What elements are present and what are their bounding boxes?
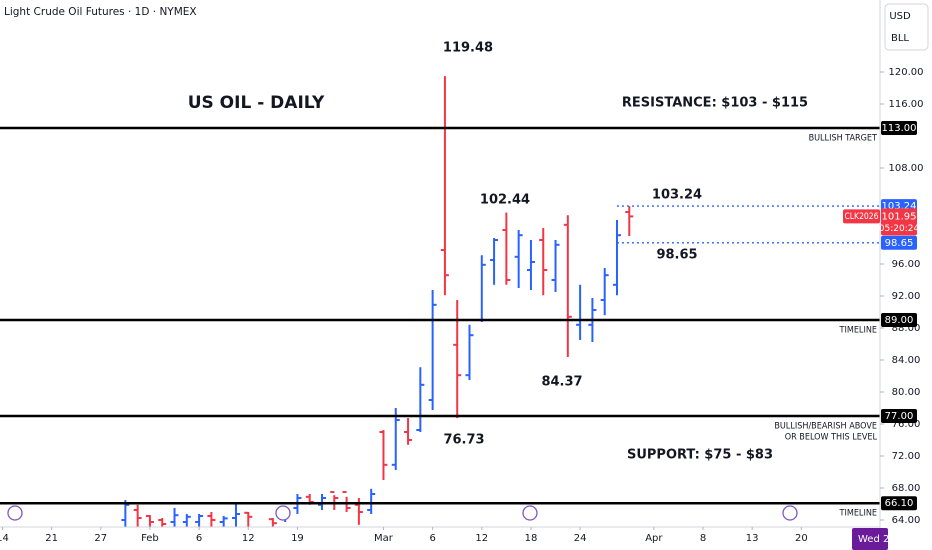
annotations: US OIL - DAILY RESISTANCE: $103 - $115 S…: [7, 41, 808, 521]
plot-area: [0, 76, 880, 527]
level-note: TIMELINE: [839, 509, 878, 519]
level-price-label: 113.00: [882, 123, 917, 134]
annotation: 76.73: [443, 433, 484, 448]
x-tick-label: 18: [525, 533, 538, 544]
y-tick-label: 64.00: [892, 515, 921, 526]
currency-box[interactable]: [884, 3, 929, 51]
level-price-box: [881, 496, 917, 511]
range-price-label: 98.65: [885, 238, 914, 249]
countdown: 05:20:24: [879, 224, 920, 234]
annotation: 98.65: [656, 248, 697, 263]
timeline-icon: [7, 505, 798, 521]
last-price-box: [881, 208, 917, 236]
range-price-label: 103.24: [882, 201, 917, 212]
annotation: 102.44: [480, 193, 530, 208]
range-price-box: [881, 235, 917, 250]
y-tick-label: 108.00: [889, 163, 924, 174]
last-price-label: 101.95: [882, 211, 917, 222]
x-tick-label: Apr: [645, 533, 663, 544]
annotation: 103.24: [652, 188, 702, 203]
y-tick-label: 80.00: [892, 387, 921, 398]
y-tick-label: 88.00: [892, 323, 921, 334]
level-note: BULLISH/BEARISH ABOVE: [774, 422, 877, 432]
symbol-label: CLK2026: [844, 212, 878, 222]
date-badge: [852, 528, 888, 550]
y-tick-label: 84.00: [892, 355, 921, 366]
x-tick-label: Feb: [141, 533, 159, 544]
x-tick-label: 27: [94, 533, 107, 544]
level-note: TIMELINE: [839, 326, 878, 336]
y-tick-label: 92.00: [892, 291, 921, 302]
annotation: SUPPORT: $75 - $83: [627, 448, 773, 463]
currency[interactable]: USD: [889, 11, 911, 22]
y-tick-label: 116.00: [889, 99, 924, 110]
level-price-label: 89.00: [885, 315, 914, 326]
unit[interactable]: BLL: [891, 33, 909, 44]
y-tick-label: 76.00: [892, 419, 921, 430]
chart-title: US OIL - DAILY: [188, 93, 325, 113]
level-price-box: [881, 313, 917, 327]
x-tick-label: 20: [795, 533, 808, 544]
x-tick-label: 24: [574, 533, 587, 544]
x-tick-label: 12: [475, 533, 488, 544]
x-tick-label: 6: [196, 533, 202, 544]
level-note: BULLISH TARGET: [809, 134, 877, 144]
date-badge-label: Wed 2: [858, 534, 889, 545]
level-price-box: [881, 121, 917, 135]
x-tick-label: 14: [0, 533, 9, 544]
annotation: RESISTANCE: $103 - $115: [622, 96, 808, 111]
symbol-box: [843, 209, 880, 224]
y-tick-label: 96.00: [892, 259, 921, 270]
annotation: 119.48: [443, 41, 493, 56]
level-price-box: [881, 409, 917, 423]
y-tick-label: 68.00: [892, 483, 921, 494]
x-tick-label: 8: [700, 533, 706, 544]
level-note: OR BELOW THIS LEVEL: [785, 433, 878, 443]
level-price-label: 66.10: [885, 498, 914, 509]
x-tick-label: Mar: [374, 533, 394, 544]
level-price-label: 77.00: [885, 411, 914, 422]
y-tick-label: 72.00: [892, 451, 921, 462]
axes: 64.00 68.00 72.00 76.00 80.00 84.00 88.00 92.00…: [0, 67, 924, 550]
x-tick-label: 6: [429, 533, 435, 544]
annotation: 84.37: [541, 375, 582, 390]
x-tick-label: 13: [746, 533, 759, 544]
y-tick-label: 120.00: [889, 67, 924, 78]
x-tick-label: 12: [242, 533, 255, 544]
x-tick-label: 19: [291, 533, 304, 544]
symbol-title: Light Crude Oil Futures · 1D · NYMEX: [4, 6, 197, 18]
x-tick-label: 21: [45, 533, 58, 544]
